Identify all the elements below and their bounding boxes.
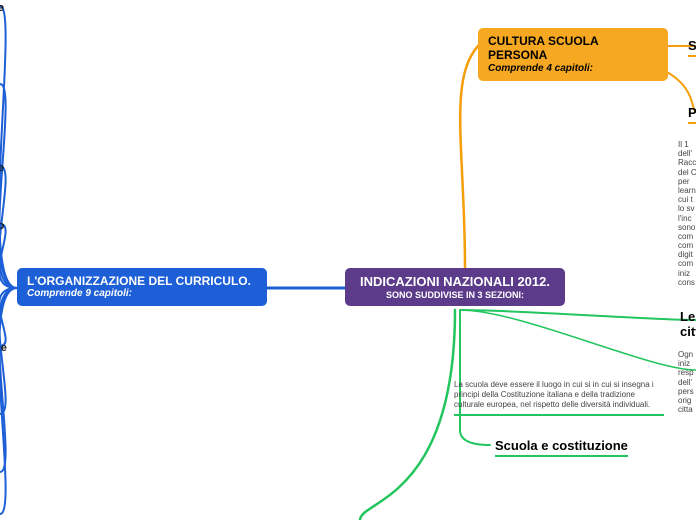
central-title: INDICAZIONI NAZIONALI 2012.: [355, 274, 555, 290]
section-heading: Scuola e costituzione: [495, 438, 628, 457]
offscreen-label: e: [0, 2, 4, 14]
body-text: La scuola deve essere il luogo in cui si…: [454, 380, 664, 416]
left-branch-node[interactable]: L'ORGANIZZAZIONE DEL CURRICULO. Comprend…: [17, 268, 267, 306]
section-heading: S: [688, 38, 696, 57]
left-branch-title: L'ORGANIZZAZIONE DEL CURRICULO.: [27, 274, 257, 288]
top-branch-subtitle: Comprende 4 capitoli:: [488, 63, 658, 75]
offscreen-label: e: [0, 162, 4, 174]
offscreen-label: ne: [0, 342, 7, 354]
top-branch-node[interactable]: CULTURA SCUOLA PERSONA Comprende 4 capit…: [478, 28, 668, 81]
section-heading: P: [688, 105, 696, 124]
left-branch-subtitle: Comprende 9 capitoli:: [27, 288, 257, 300]
body-text: Ogn iniz resp dell' pers orig citta: [678, 350, 696, 414]
top-branch-title: CULTURA SCUOLA PERSONA: [488, 34, 658, 63]
central-subtitle: SONO SUDDIVISE IN 3 SEZIONI:: [355, 290, 555, 301]
section-heading: Le: [680, 309, 695, 324]
section-heading: citt: [680, 324, 696, 339]
offscreen-label: to: [0, 220, 4, 232]
body-text: Il 1 dell' Racc del C per learn cui t lo…: [678, 140, 696, 287]
central-node[interactable]: INDICAZIONI NAZIONALI 2012. SONO SUDDIVI…: [345, 268, 565, 306]
